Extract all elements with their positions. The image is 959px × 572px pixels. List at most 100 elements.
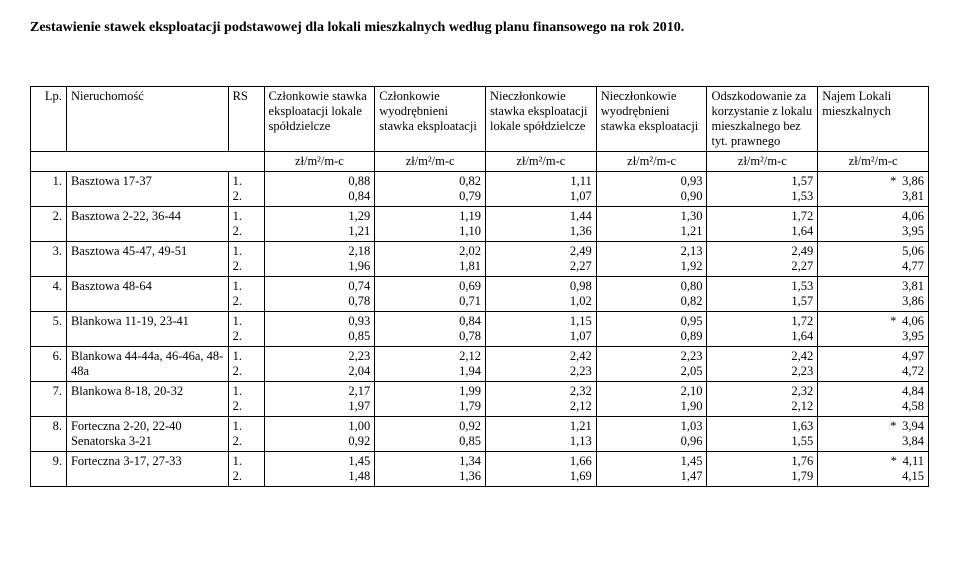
cell-value: 2,181,96	[264, 242, 375, 277]
cell-name: Basztowa 2-22, 36-44	[66, 207, 228, 242]
col-rs: RS	[228, 87, 264, 152]
cell-rs: 1.2.	[228, 417, 264, 452]
cell-value: 3,813,86	[818, 277, 929, 312]
cell-value: 2,131,92	[596, 242, 707, 277]
col-c4: Nieczłonkowie wyodrębnieni stawka eksplo…	[596, 87, 707, 152]
cell-value: 0,880,84	[264, 172, 375, 207]
cell-name: Blankowa 8-18, 20-32	[66, 382, 228, 417]
cell-lp: 8.	[31, 417, 67, 452]
col-lp: Lp.	[31, 87, 67, 152]
unit-cell: zł/m²/m-c	[486, 152, 597, 172]
cell-value: 1,721,64	[707, 207, 818, 242]
cell-value: 2,232,05	[596, 347, 707, 382]
cell-lp: 2.	[31, 207, 67, 242]
cell-value: 1,191,10	[375, 207, 486, 242]
col-c1: Członkowie stawka eksploatacji lokale sp…	[264, 87, 375, 152]
cell-value: 2,171,97	[264, 382, 375, 417]
cell-value: 4,844,58	[818, 382, 929, 417]
col-c6: Najem Lokali mieszkalnych	[818, 87, 929, 152]
col-c5: Odszkodowanie za korzystanie z lokalu mi…	[707, 87, 818, 152]
cell-lp: 1.	[31, 172, 67, 207]
table-row: 2.Basztowa 2-22, 36-441.2.1,291,211,191,…	[31, 207, 929, 242]
unit-cell: zł/m²/m-c	[375, 152, 486, 172]
cell-value: *4,114,15	[818, 452, 929, 487]
cell-value: 1,151,07	[486, 312, 597, 347]
cell-value: 2,232,04	[264, 347, 375, 382]
cell-value: 2,422,23	[486, 347, 597, 382]
cell-value: *4,063,95	[818, 312, 929, 347]
rates-table: Lp. Nieruchomość RS Członkowie stawka ek…	[30, 86, 929, 487]
cell-rs: 1.2.	[228, 347, 264, 382]
cell-value: *3,863,81	[818, 172, 929, 207]
cell-lp: 4.	[31, 277, 67, 312]
cell-value: 1,451,48	[264, 452, 375, 487]
cell-value: 0,800,82	[596, 277, 707, 312]
cell-name: Blankowa 44-44a, 46-46a, 48-48a	[66, 347, 228, 382]
col-name: Nieruchomość	[66, 87, 228, 152]
cell-lp: 7.	[31, 382, 67, 417]
cell-value: 1,301,21	[596, 207, 707, 242]
cell-value: 4,063,95	[818, 207, 929, 242]
cell-rs: 1.2.	[228, 277, 264, 312]
cell-value: 2,121,94	[375, 347, 486, 382]
cell-value: 0,950,89	[596, 312, 707, 347]
cell-value: 1,571,53	[707, 172, 818, 207]
cell-value: 5,064,77	[818, 242, 929, 277]
table-row: 8.Forteczna 2-20, 22-40 Senatorska 3-211…	[31, 417, 929, 452]
cell-name: Basztowa 17-37	[66, 172, 228, 207]
cell-value: 2,492,27	[707, 242, 818, 277]
cell-value: 0,930,85	[264, 312, 375, 347]
cell-name: Basztowa 45-47, 49-51	[66, 242, 228, 277]
cell-value: 0,920,85	[375, 417, 486, 452]
col-c3: Nieczłonkowie stawka eksploatacji lokale…	[486, 87, 597, 152]
table-body: 1.Basztowa 17-371.2.0,880,840,820,791,11…	[31, 172, 929, 487]
cell-lp: 3.	[31, 242, 67, 277]
cell-value: 0,740,78	[264, 277, 375, 312]
cell-value: 2,101,90	[596, 382, 707, 417]
cell-rs: 1.2.	[228, 242, 264, 277]
cell-value: 2,422,23	[707, 347, 818, 382]
cell-value: 1,991,79	[375, 382, 486, 417]
unit-cell: zł/m²/m-c	[264, 152, 375, 172]
table-row: 3.Basztowa 45-47, 49-511.2.2,181,962,021…	[31, 242, 929, 277]
page-title: Zestawienie stawek eksploatacji podstawo…	[30, 20, 929, 36]
cell-value: 1,721,64	[707, 312, 818, 347]
table-row: 7.Blankowa 8-18, 20-321.2.2,171,971,991,…	[31, 382, 929, 417]
cell-value: 2,322,12	[486, 382, 597, 417]
cell-value: 1,531,57	[707, 277, 818, 312]
cell-value: 1,000,92	[264, 417, 375, 452]
cell-value: 2,021,81	[375, 242, 486, 277]
col-c2: Członkowie wyodrębnieni stawka eksploata…	[375, 87, 486, 152]
cell-value: 1,761,79	[707, 452, 818, 487]
cell-value: 0,840,78	[375, 312, 486, 347]
cell-value: 1,661,69	[486, 452, 597, 487]
cell-value: 4,974,72	[818, 347, 929, 382]
unit-cell: zł/m²/m-c	[818, 152, 929, 172]
cell-rs: 1.2.	[228, 207, 264, 242]
cell-lp: 9.	[31, 452, 67, 487]
table-row: 5.Blankowa 11-19, 23-411.2.0,930,850,840…	[31, 312, 929, 347]
cell-name: Basztowa 48-64	[66, 277, 228, 312]
cell-value: 0,981,02	[486, 277, 597, 312]
cell-value: 0,820,79	[375, 172, 486, 207]
table-row: 9.Forteczna 3-17, 27-331.2.1,451,481,341…	[31, 452, 929, 487]
cell-rs: 1.2.	[228, 452, 264, 487]
cell-value: 1,451,47	[596, 452, 707, 487]
cell-value: 2,322,12	[707, 382, 818, 417]
unit-cell: zł/m²/m-c	[596, 152, 707, 172]
table-row: 4.Basztowa 48-641.2.0,740,780,690,710,98…	[31, 277, 929, 312]
table-row: 6.Blankowa 44-44a, 46-46a, 48-48a1.2.2,2…	[31, 347, 929, 382]
table-row: 1.Basztowa 17-371.2.0,880,840,820,791,11…	[31, 172, 929, 207]
cell-rs: 1.2.	[228, 312, 264, 347]
cell-name: Forteczna 3-17, 27-33	[66, 452, 228, 487]
cell-value: 1,030,96	[596, 417, 707, 452]
cell-value: 1,341,36	[375, 452, 486, 487]
cell-value: 1,111,07	[486, 172, 597, 207]
cell-value: *3,943,84	[818, 417, 929, 452]
cell-value: 1,631,55	[707, 417, 818, 452]
cell-name: Forteczna 2-20, 22-40 Senatorska 3-21	[66, 417, 228, 452]
cell-rs: 1.2.	[228, 172, 264, 207]
cell-lp: 6.	[31, 347, 67, 382]
cell-value: 1,211,13	[486, 417, 597, 452]
cell-name: Blankowa 11-19, 23-41	[66, 312, 228, 347]
